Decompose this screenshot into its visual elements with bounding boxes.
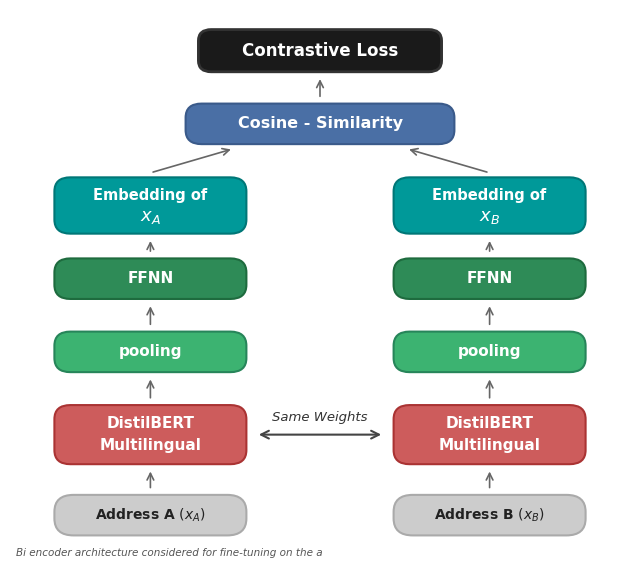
FancyBboxPatch shape [54,495,246,535]
FancyBboxPatch shape [394,405,586,464]
FancyBboxPatch shape [198,29,442,72]
Text: FFNN: FFNN [127,271,173,286]
FancyBboxPatch shape [54,405,246,464]
Text: Address A $(x_A)$: Address A $(x_A)$ [95,507,205,524]
Text: DistilBERT: DistilBERT [445,416,534,431]
FancyBboxPatch shape [54,332,246,372]
Text: pooling: pooling [118,345,182,359]
Text: Contrastive Loss: Contrastive Loss [242,42,398,60]
Text: Address B $(x_B)$: Address B $(x_B)$ [435,507,545,524]
Text: pooling: pooling [458,345,522,359]
FancyBboxPatch shape [394,495,586,535]
FancyBboxPatch shape [54,177,246,234]
Text: Embedding of: Embedding of [93,188,207,203]
Text: $x_A$: $x_A$ [140,208,161,226]
Text: Multilingual: Multilingual [438,439,541,453]
Text: Multilingual: Multilingual [99,439,202,453]
FancyBboxPatch shape [54,258,246,299]
FancyBboxPatch shape [394,258,586,299]
Text: DistilBERT: DistilBERT [106,416,195,431]
FancyBboxPatch shape [186,104,454,144]
Text: FFNN: FFNN [467,271,513,286]
FancyBboxPatch shape [394,332,586,372]
Text: Bi encoder architecture considered for fine-tuning on the a: Bi encoder architecture considered for f… [16,548,323,558]
Text: Same Weights: Same Weights [272,411,368,425]
Text: Cosine - Similarity: Cosine - Similarity [237,117,403,131]
Text: Embedding of: Embedding of [433,188,547,203]
FancyBboxPatch shape [394,177,586,234]
Text: $x_B$: $x_B$ [479,208,500,226]
